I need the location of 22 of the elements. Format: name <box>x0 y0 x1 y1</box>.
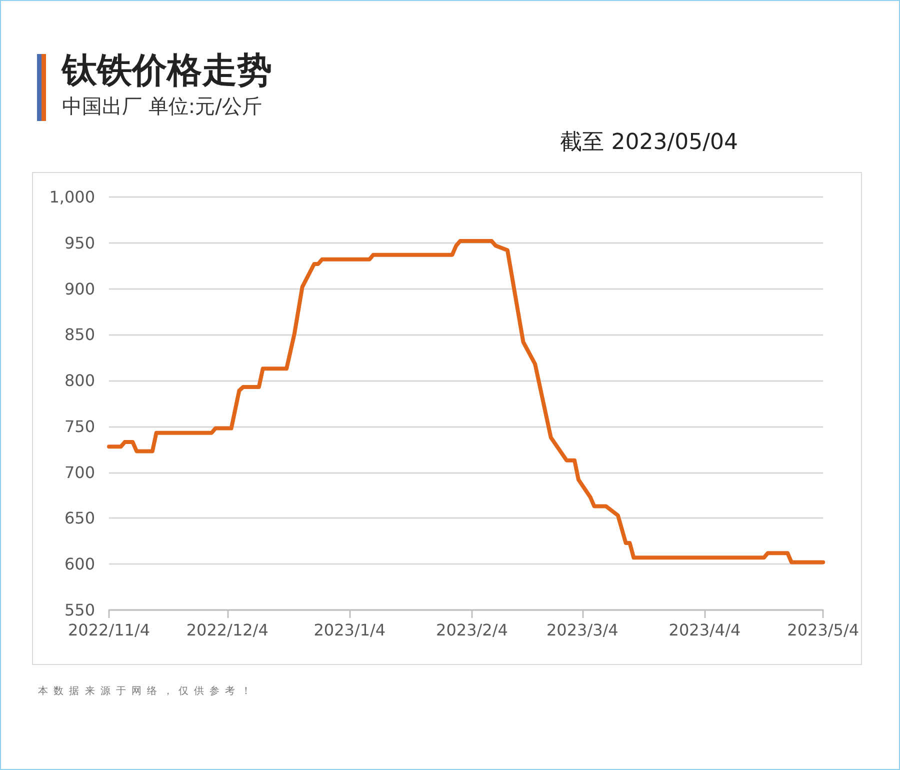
line-series <box>107 239 826 564</box>
y-tick-label: 600 <box>64 554 95 574</box>
y-tick-label: 750 <box>64 416 95 436</box>
y-tick-label: 850 <box>64 325 95 344</box>
y-tick-label: 700 <box>64 462 95 482</box>
x-tick-label: 2023/2/4 <box>436 620 508 640</box>
y-tick-label: 950 <box>64 233 95 252</box>
x-tick-label: 2023/4/4 <box>668 620 741 640</box>
y-tick-label: 550 <box>64 600 95 620</box>
text: 截至 2023/05/04 <box>560 129 738 157</box>
x-tick-label: 2022/11/4 <box>68 620 150 640</box>
y-tick-label: 900 <box>64 279 95 298</box>
x-tick-label: 2022/12/4 <box>186 620 268 640</box>
text: 本数据来源于网络，仅供参考！ <box>38 684 256 698</box>
y-tick-label: 650 <box>64 508 95 528</box>
chart-subtitle: 中国出厂 单位:元/公斤 <box>62 93 262 120</box>
x-tick-label: 2023/5/4 <box>787 620 859 640</box>
x-tick-label: 2023/1/4 <box>314 620 386 640</box>
y-tick-label: 1,000 <box>49 188 95 206</box>
y-tick-label: 800 <box>64 371 95 390</box>
chart-title: 钛铁价格走势 <box>62 50 272 93</box>
x-tick-label: 2023/3/4 <box>546 620 618 640</box>
